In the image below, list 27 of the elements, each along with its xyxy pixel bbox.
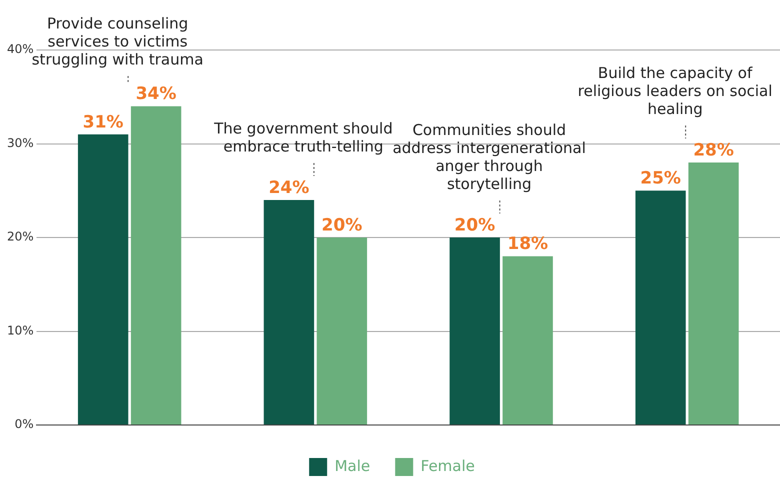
data-label: 25% xyxy=(640,168,681,189)
y-tick-label: 40% xyxy=(7,42,34,56)
x-tick-label: Communities should address intergenerational anger through storytelling xyxy=(392,120,586,193)
y-tick-label: 0% xyxy=(14,417,34,432)
bar xyxy=(264,200,314,424)
data-label: 24% xyxy=(268,178,310,198)
x-tick-label: Provide counseling services to victims struggling with trauma xyxy=(32,14,204,68)
bar xyxy=(316,238,368,424)
data-label: 34% xyxy=(136,84,176,104)
bar xyxy=(502,256,553,424)
data-label: 18% xyxy=(507,234,548,254)
y-tick-label: 20% xyxy=(7,230,34,244)
data-label: 28% xyxy=(693,140,734,160)
x-tick-label: Build the capacity of religious leaders on social healing xyxy=(578,64,772,118)
data-label: 20% xyxy=(454,215,496,236)
bar xyxy=(130,106,182,424)
data-label: 31% xyxy=(82,112,124,132)
y-tick-label: 10% xyxy=(7,323,34,338)
y-tick-label: 30% xyxy=(7,136,34,150)
legend-label: Female xyxy=(420,456,475,475)
data-label: 20% xyxy=(322,215,362,236)
x-tick-label: The government should embrace truth-telling xyxy=(213,119,393,156)
bar xyxy=(450,238,500,424)
bar xyxy=(688,162,739,424)
bar xyxy=(78,134,128,424)
legend-label: Male xyxy=(334,456,370,475)
bar xyxy=(635,190,686,424)
